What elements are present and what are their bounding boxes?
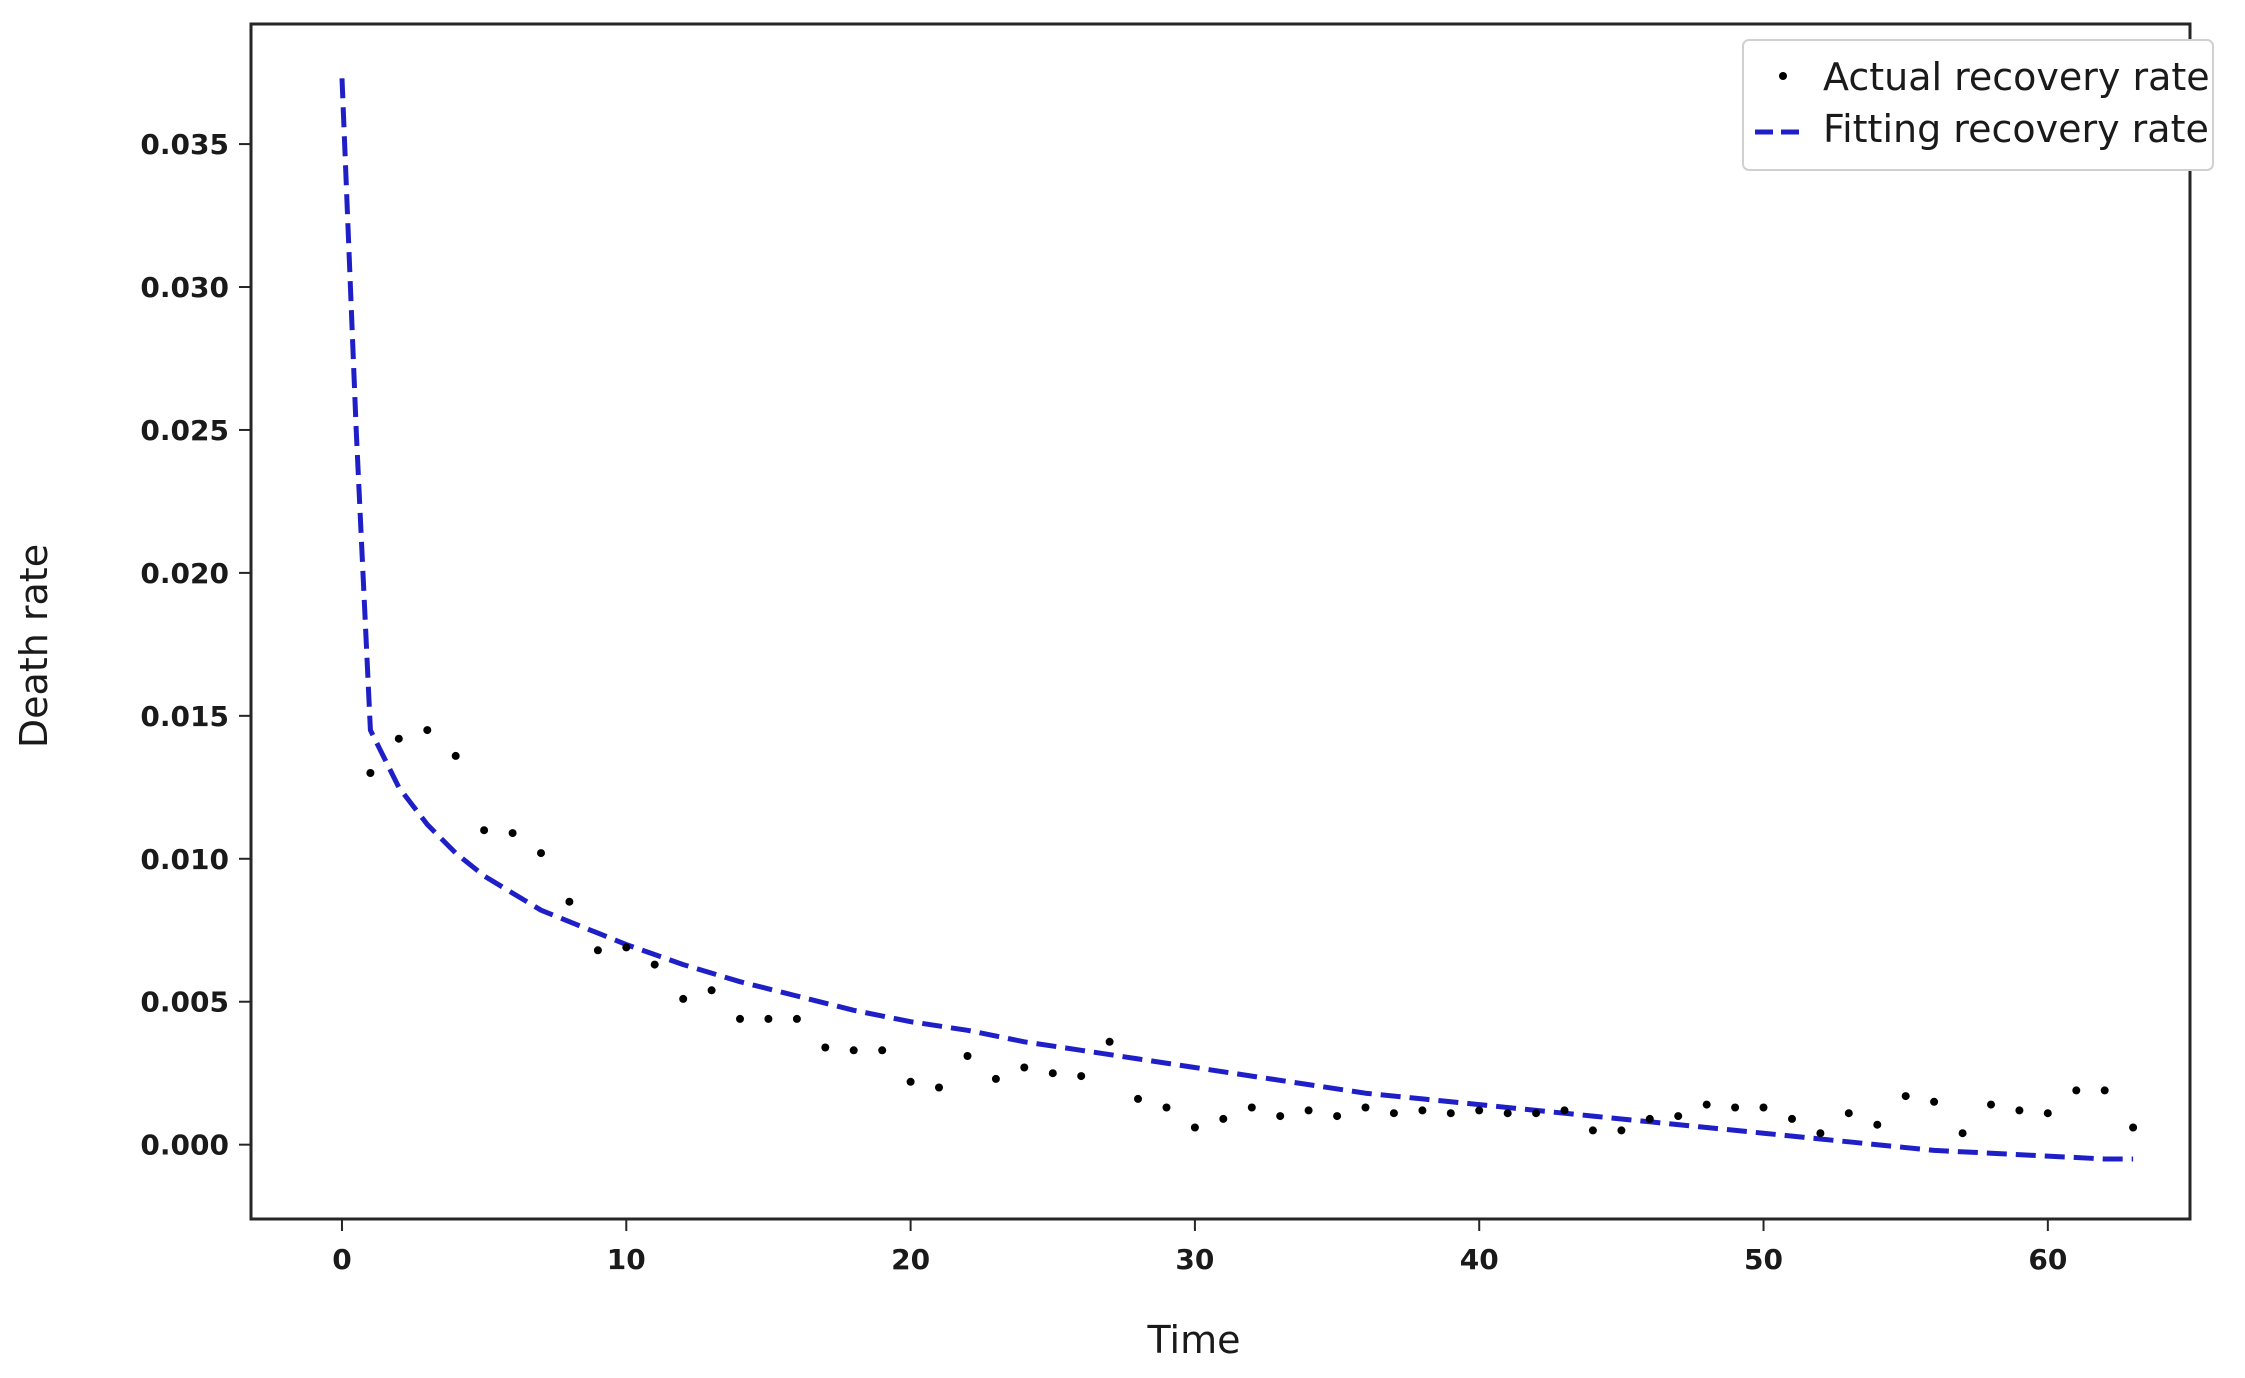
y-tick-label: 0.000 [140, 1129, 229, 1162]
actual-recovery-rate-point [906, 1077, 915, 1086]
actual-recovery-rate-point [1560, 1106, 1569, 1115]
actual-recovery-rate-point [1588, 1126, 1597, 1135]
fitting-recovery-rate-line [339, 78, 2134, 1162]
actual-recovery-rate-point [2129, 1123, 2138, 1132]
y-axis-ticks: 0.000 0.005 0.010 0.015 0.020 0.025 0.030 0.035 [140, 128, 251, 1162]
legend-label-fitting-recovery-rate: Fitting recovery rate [1823, 107, 2209, 151]
actual-recovery-rate-point [1247, 1103, 1256, 1112]
actual-recovery-rate-point [1105, 1037, 1114, 1046]
actual-recovery-rate-point [821, 1043, 830, 1052]
actual-recovery-rate-point [1788, 1114, 1796, 1123]
actual-recovery-rate-point [1333, 1112, 1342, 1121]
y-tick-label: 0.035 [140, 128, 229, 161]
actual-recovery-rate-point [1987, 1100, 1995, 1109]
y-tick-label: 0.025 [140, 414, 229, 447]
actual-recovery-rate-point [1475, 1106, 1484, 1115]
actual-recovery-rate-point [451, 751, 460, 760]
actual-recovery-rate-point [1304, 1106, 1313, 1115]
actual-recovery-rate-point [1958, 1129, 1967, 1138]
actual-recovery-rate-point [1361, 1103, 1370, 1112]
actual-recovery-rate-point [991, 1074, 1000, 1083]
actual-recovery-rate-point [480, 826, 489, 835]
actual-recovery-rate-point [1532, 1109, 1541, 1118]
actual-recovery-rate-point [423, 726, 432, 735]
actual-recovery-rate-point [792, 1014, 801, 1023]
actual-recovery-rate-point [736, 1014, 744, 1023]
actual-recovery-rate-point [679, 994, 688, 1003]
actual-recovery-rate-point [1674, 1112, 1683, 1121]
actual-recovery-rate-point [1020, 1063, 1029, 1072]
plot-area-frame [249, 22, 2192, 1221]
legend-box [1742, 39, 2214, 171]
actual-recovery-rate-point [366, 769, 375, 777]
actual-recovery-rate-point [622, 943, 631, 952]
actual-recovery-rate-point [1162, 1103, 1171, 1112]
actual-recovery-rate-point [849, 1046, 858, 1055]
actual-recovery-rate-point [1077, 1072, 1086, 1081]
x-tick-label: 0 [332, 1243, 351, 1276]
actual-recovery-rate-point [1190, 1123, 1199, 1132]
y-tick-label: 0.020 [140, 557, 229, 590]
actual-recovery-rate-point [1418, 1106, 1427, 1115]
x-axis-label: Time [1147, 1318, 1241, 1362]
actual-recovery-rate-point [1816, 1129, 1825, 1138]
x-tick-label: 40 [1460, 1243, 1499, 1276]
actual-recovery-rate-point [1048, 1069, 1057, 1078]
legend: Actual recovery rate Fitting recovery ra… [1742, 39, 2214, 171]
actual-recovery-rate-point [537, 849, 545, 858]
y-tick-label: 0.030 [140, 271, 229, 304]
actual-recovery-rate-point [1446, 1109, 1455, 1118]
actual-recovery-rate-point [935, 1083, 943, 1092]
actual-recovery-rate-point [565, 897, 574, 906]
actual-recovery-rate-point [1503, 1109, 1512, 1118]
y-tick-label: 0.005 [140, 986, 229, 1019]
actual-recovery-rate-point [2100, 1086, 2109, 1095]
y-axis-label: Death rate [12, 544, 56, 748]
actual-recovery-rate-point [963, 1052, 972, 1060]
x-axis-ticks: 0 10 20 30 40 50 60 [332, 1219, 2067, 1276]
actual-recovery-rate-point [707, 986, 716, 995]
actual-recovery-rate-point [1219, 1114, 1228, 1123]
actual-recovery-rate-point [878, 1046, 887, 1055]
actual-recovery-rate-point [1276, 1112, 1285, 1121]
legend-label-actual-recovery-rate: Actual recovery rate [1823, 55, 2210, 99]
actual-recovery-rate-point [394, 734, 403, 743]
actual-recovery-rate-point [2043, 1109, 2052, 1118]
x-tick-label: 20 [891, 1243, 930, 1276]
actual-recovery-rate-point [1901, 1092, 1910, 1101]
actual-recovery-rate-point [1873, 1120, 1882, 1129]
x-tick-label: 10 [607, 1243, 646, 1276]
x-tick-label: 50 [1744, 1243, 1783, 1276]
actual-recovery-rate-point [1844, 1109, 1853, 1118]
actual-recovery-rate-point [764, 1014, 773, 1023]
y-tick-label: 0.010 [140, 843, 229, 876]
actual-recovery-rate-point [1389, 1109, 1398, 1118]
actual-recovery-rate-point [1702, 1100, 1711, 1109]
legend-marker-actual-recovery-rate [1779, 72, 1787, 80]
x-tick-label: 30 [1175, 1243, 1214, 1276]
actual-recovery-rate-point [508, 829, 517, 838]
actual-recovery-rate-point [2015, 1106, 2024, 1115]
actual-recovery-rate-point [1617, 1126, 1626, 1135]
plot-series [339, 78, 2138, 1162]
actual-recovery-rate-point [1759, 1103, 1768, 1112]
actual-recovery-rate-point [650, 960, 659, 969]
x-tick-label: 60 [2028, 1243, 2067, 1276]
actual-recovery-rate-point [1134, 1094, 1142, 1103]
actual-recovery-rate-point [2072, 1086, 2081, 1095]
actual-recovery-rate-point [1930, 1097, 1939, 1106]
actual-recovery-rate-point [593, 946, 602, 955]
actual-recovery-rate-point [1731, 1103, 1740, 1112]
y-tick-label: 0.015 [140, 700, 229, 733]
actual-recovery-rate-point [1645, 1114, 1654, 1123]
